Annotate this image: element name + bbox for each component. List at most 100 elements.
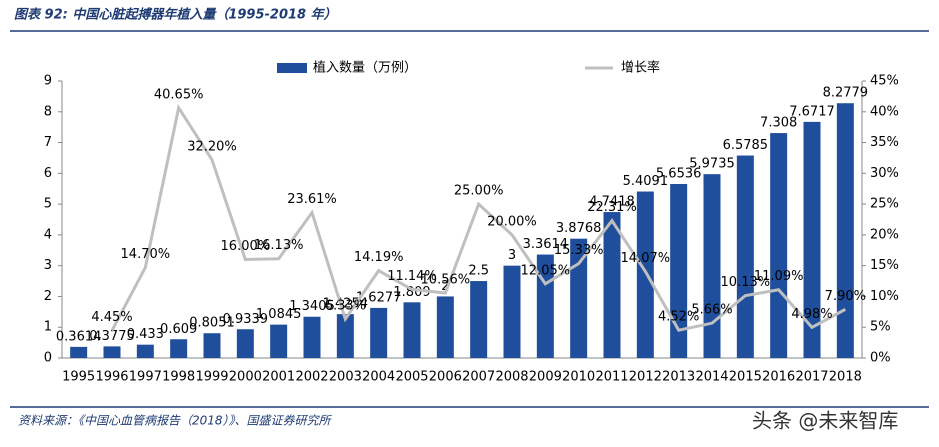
bar-value-label: 7.308	[760, 116, 797, 131]
line-value-label: 25.00%	[454, 184, 504, 199]
y2-tick-label: 35%	[870, 135, 899, 150]
bar-value-label: 2.5	[468, 264, 489, 279]
x-tick-label: 2006	[429, 370, 462, 385]
x-tick-label: 2005	[395, 370, 428, 385]
y-tick-label: 7	[44, 135, 52, 150]
bar	[770, 133, 788, 358]
legend-swatch	[277, 63, 307, 73]
y2-tick-label: 10%	[870, 289, 899, 304]
line-value-label: 7.90%	[825, 289, 866, 304]
line-value-label: 16.00%	[221, 239, 271, 254]
bar	[436, 296, 454, 358]
y2-tick-label: 30%	[870, 166, 899, 181]
y-tick-label: 5	[44, 197, 52, 212]
bar	[670, 183, 688, 358]
bar	[236, 329, 254, 358]
bar-value-label: 0.9339	[223, 312, 269, 327]
y2-tick-label: 25%	[870, 197, 899, 212]
line-value-label: 4.45%	[91, 310, 132, 325]
bar	[136, 344, 154, 358]
line-value-label: 10.56%	[421, 272, 471, 287]
x-tick-label: 2000	[229, 370, 262, 385]
bar	[503, 265, 521, 358]
x-tick-label: 2010	[562, 370, 595, 385]
line-value-label: 4.52%	[658, 310, 699, 325]
x-tick-label: 1996	[95, 370, 128, 385]
bar	[803, 121, 821, 358]
x-tick-label: 2017	[795, 370, 828, 385]
legend-label: 植入数量（万例）	[313, 61, 417, 76]
x-tick-label: 2009	[529, 370, 562, 385]
x-tick-label: 2016	[762, 370, 795, 385]
x-tick-label: 2007	[462, 370, 495, 385]
bar	[603, 212, 621, 358]
bar-value-label: 5.6536	[656, 166, 702, 181]
x-tick-label: 2013	[662, 370, 695, 385]
y-tick-label: 3	[44, 258, 52, 273]
bar-value-label: 3.8768	[556, 221, 602, 236]
y-tick-label: 9	[44, 74, 52, 89]
line-value-label: 5.66%	[691, 303, 732, 318]
growth-line	[110, 103, 847, 332]
bar-value-label: 0.3614	[56, 329, 102, 344]
y-tick-label: 0	[44, 351, 52, 366]
bar-value-label: 0.8051	[189, 316, 235, 331]
y-tick-label: 2	[44, 289, 52, 304]
line-value-label: 23.61%	[287, 192, 337, 207]
bar	[103, 346, 121, 358]
line-value-label: 12.05%	[521, 263, 571, 278]
x-tick-label: 1999	[195, 370, 228, 385]
x-tick-label: 1995	[62, 370, 95, 385]
line-value-label: 11.14%	[387, 269, 437, 284]
bar-value-label: 0.609	[160, 322, 197, 337]
bar	[470, 281, 488, 358]
y-tick-label: 6	[44, 166, 52, 181]
x-tick-label: 2011	[595, 370, 628, 385]
y-tick-label: 4	[44, 227, 52, 242]
bar-value-label: 5.9735	[689, 157, 735, 172]
x-tick-label: 2014	[695, 370, 728, 385]
x-tick-label: 2001	[262, 370, 295, 385]
bar	[303, 316, 321, 358]
line-value-label: 14.70%	[121, 247, 171, 262]
x-tick-label: 2002	[295, 370, 328, 385]
watermark: 头条 @未来智库	[752, 409, 898, 433]
source: 资料来源：《中国心血管病报告（2018）》、国盛证券研究所	[18, 414, 333, 428]
bar-value-label: 6.5785	[723, 138, 769, 153]
line-value-label: 10.13%	[721, 275, 771, 290]
bar-value-label: 3	[508, 248, 516, 263]
y2-tick-label: 15%	[870, 258, 899, 273]
bar	[736, 155, 754, 358]
bar-value-label: 1.0845	[256, 307, 302, 322]
y-tick-label: 8	[44, 104, 52, 119]
line-value-label: 4.98%	[791, 307, 832, 322]
line-value-label: 20.00%	[487, 214, 537, 229]
bar	[170, 339, 188, 358]
bar-value-label: 8.2779	[823, 86, 869, 101]
bar	[836, 103, 854, 358]
x-tick-label: 2003	[329, 370, 362, 385]
bar-value-label: 4.7418	[589, 195, 635, 210]
line-value-label: 16.13%	[254, 238, 304, 253]
bar	[370, 307, 388, 358]
bar	[270, 324, 288, 358]
line-value-label: 22.31%	[587, 200, 637, 215]
x-tick-label: 2012	[629, 370, 662, 385]
y2-tick-label: 0%	[870, 351, 891, 366]
bar-value-label: 1.809	[393, 285, 430, 300]
chart-title: 图表 92: 中国心脏起搏器年植入量（1995-2018 年）	[14, 7, 337, 23]
bar-value-label: 0.433	[127, 327, 164, 342]
x-tick-label: 1997	[129, 370, 162, 385]
bar-value-label: 2	[441, 279, 449, 294]
bar-value-label: 1.6277	[356, 290, 402, 305]
bar	[70, 346, 88, 358]
y2-tick-label: 40%	[870, 104, 899, 119]
y-tick-label: 1	[44, 320, 52, 335]
legend-label: 增长率	[621, 60, 660, 76]
x-tick-label: 1998	[162, 370, 195, 385]
y2-tick-label: 20%	[870, 227, 899, 242]
x-tick-label: 2004	[362, 370, 395, 385]
bar	[203, 333, 221, 358]
line-value-label: 32.20%	[187, 139, 237, 154]
